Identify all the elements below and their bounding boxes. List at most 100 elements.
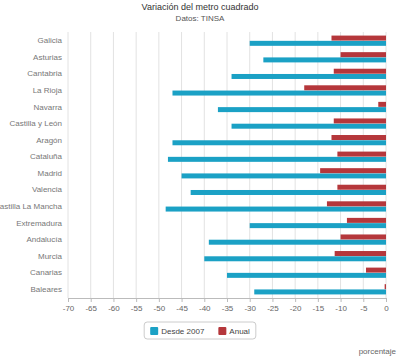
bar	[331, 36, 386, 41]
title: Variación del metro cuadrado	[142, 2, 259, 12]
bar	[168, 157, 386, 162]
tick: -60	[108, 298, 120, 313]
tick: -65	[85, 298, 97, 313]
tick: -55	[131, 298, 143, 313]
tick: Murcia	[38, 252, 63, 261]
legend-label: Anual	[229, 327, 250, 336]
tick-label: -5	[360, 304, 368, 313]
bar	[232, 74, 386, 79]
chart: Variación del metro cuadrado Datos: TINSA…	[0, 0, 400, 360]
tick-label: -15	[313, 304, 325, 313]
tick: -15	[313, 298, 325, 313]
category-label: Cantabria	[27, 69, 62, 78]
tick-label: -60	[108, 304, 120, 313]
tick-label: -20	[290, 304, 302, 313]
category-label: Aragón	[36, 136, 62, 145]
tick-mark	[68, 298, 69, 302]
bar	[172, 140, 386, 145]
bar	[250, 41, 386, 46]
tick-label: -25	[267, 304, 279, 313]
tick-mark	[182, 298, 183, 302]
bar	[254, 289, 386, 294]
grid-line	[136, 32, 137, 298]
tick: -50	[154, 298, 166, 313]
category-label: Galicia	[38, 36, 63, 45]
tick: Asturias	[33, 53, 62, 62]
legend: Desde 2007 Anual	[144, 322, 256, 339]
tick: -25	[267, 298, 279, 313]
tick-label: 0	[384, 304, 389, 313]
plot: -70-65-60-55-50-45-40-35-30-25-20-15-10-…	[0, 32, 389, 313]
bar	[172, 91, 386, 96]
bar	[331, 135, 386, 140]
category-label: Asturias	[33, 53, 62, 62]
bar	[341, 234, 386, 239]
bar	[166, 207, 386, 212]
tick: -40	[199, 298, 211, 313]
bar	[204, 256, 386, 261]
grid-line	[113, 32, 114, 298]
bar	[304, 85, 386, 90]
bar	[337, 185, 386, 190]
tick-mark	[91, 298, 92, 302]
legend-item: Anual	[218, 327, 250, 336]
bar	[232, 124, 386, 129]
bar	[334, 118, 386, 123]
tick-mark	[318, 298, 319, 302]
tick: -5	[360, 298, 368, 313]
tick-label: -45	[176, 304, 188, 313]
grid-line	[68, 32, 69, 298]
legend-item: Desde 2007	[150, 327, 205, 336]
legend-label: Desde 2007	[161, 327, 205, 336]
bar	[209, 240, 386, 245]
bar	[378, 102, 386, 107]
bar	[263, 57, 386, 62]
bar	[366, 268, 386, 273]
tick: 0	[384, 298, 389, 313]
category-label: Baleares	[30, 285, 62, 294]
category-label: Castilla La Mancha	[0, 202, 63, 211]
axis-line	[69, 299, 387, 303]
bar	[385, 284, 386, 289]
tick: Cataluña	[30, 152, 63, 161]
x-axis: -70-65-60-55-50-45-40-35-30-25-20-15-10-…	[63, 298, 390, 313]
tick-label: -35	[222, 304, 234, 313]
tick-label: -70	[63, 304, 75, 313]
tick-label: -10	[335, 304, 347, 313]
tick: La Rioja	[33, 86, 63, 95]
tick: Extremadura	[16, 219, 62, 228]
tick-mark	[227, 298, 228, 302]
bar	[218, 107, 386, 112]
y-axis: Galicia Asturias Cantabria La Rioja Navarra C…	[0, 36, 63, 294]
tick-mark	[136, 298, 137, 302]
tick-mark	[113, 298, 114, 302]
tick-mark	[363, 298, 364, 302]
bar	[337, 152, 386, 157]
tick-label: -65	[85, 304, 97, 313]
bar	[227, 273, 386, 278]
category-label: Navarra	[34, 103, 63, 112]
tick-mark	[250, 298, 251, 302]
x-axis-title: porcentaje	[359, 347, 397, 356]
legend-swatch	[218, 327, 226, 335]
tick: -20	[290, 298, 302, 313]
tick: -30	[244, 298, 256, 313]
tick: Galicia	[38, 36, 63, 45]
tick: Madrid	[38, 169, 62, 178]
tick: -10	[335, 298, 347, 313]
bar	[341, 52, 386, 57]
tick-mark	[272, 298, 273, 302]
category-label: Andalucía	[26, 235, 62, 244]
category-label: Valencia	[32, 185, 63, 194]
grid-line	[90, 32, 91, 298]
category-label: Extremadura	[16, 219, 62, 228]
tick-mark	[159, 298, 160, 302]
tick: Castilla y León	[10, 119, 62, 128]
tick: Castilla La Mancha	[0, 202, 63, 211]
bar	[347, 218, 386, 223]
tick-mark	[295, 298, 296, 302]
tick: Canarias	[30, 268, 62, 277]
tick: -45	[176, 298, 188, 313]
tick-label: -30	[244, 304, 256, 313]
subtitle: Datos: TINSA	[176, 14, 225, 23]
